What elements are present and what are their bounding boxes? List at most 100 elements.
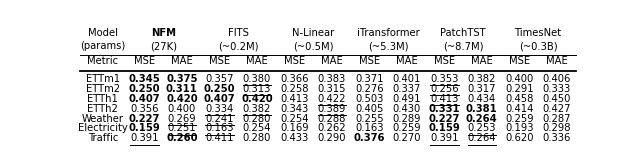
Text: 0.375: 0.375 [166,74,198,84]
Text: 0.391: 0.391 [130,133,159,143]
Text: 0.264: 0.264 [468,133,496,143]
Text: 0.290: 0.290 [317,133,346,143]
Text: 0.253: 0.253 [468,123,496,133]
Text: (27K): (27K) [150,41,177,51]
Text: (~0.3B): (~0.3B) [519,41,557,51]
Text: 0.227: 0.227 [429,114,460,124]
Text: 0.280: 0.280 [243,114,271,124]
Text: 0.269: 0.269 [168,114,196,124]
Text: 0.287: 0.287 [543,114,571,124]
Text: 0.422: 0.422 [317,94,346,104]
Text: 0.280: 0.280 [243,133,271,143]
Text: 0.255: 0.255 [355,114,383,124]
Text: 0.401: 0.401 [393,74,421,84]
Text: 0.413: 0.413 [280,94,308,104]
Text: 0.400: 0.400 [505,74,534,84]
Text: 0.503: 0.503 [355,94,383,104]
Text: 0.427: 0.427 [543,104,571,114]
Text: 0.254: 0.254 [243,123,271,133]
Text: 0.407: 0.407 [204,94,235,104]
Text: MSE: MSE [434,56,455,66]
Text: MAE: MAE [171,56,193,66]
Text: MSE: MSE [134,56,155,66]
Text: 0.250: 0.250 [204,84,235,94]
Text: 0.337: 0.337 [393,84,421,94]
Text: MAE: MAE [471,56,493,66]
Text: 0.345: 0.345 [129,74,160,84]
Text: Model: Model [88,28,118,38]
Text: 0.400: 0.400 [168,104,196,114]
Text: 0.414: 0.414 [505,104,534,114]
Text: 0.298: 0.298 [543,123,571,133]
Text: 0.169: 0.169 [280,123,308,133]
Text: 0.258: 0.258 [280,84,308,94]
Text: 0.430: 0.430 [393,104,421,114]
Text: MSE: MSE [209,56,230,66]
Text: (~0.2M): (~0.2M) [218,41,259,51]
Text: 0.259: 0.259 [392,123,421,133]
Text: 0.382: 0.382 [243,104,271,114]
Text: 0.315: 0.315 [317,84,346,94]
Text: 0.366: 0.366 [280,74,308,84]
Text: 0.333: 0.333 [543,84,571,94]
Text: 0.371: 0.371 [355,74,383,84]
Text: 0.193: 0.193 [505,123,534,133]
Text: iTransformer: iTransformer [356,28,419,38]
Text: Weather: Weather [82,114,124,124]
Text: MSE: MSE [284,56,305,66]
Text: 0.254: 0.254 [280,114,308,124]
Text: 0.434: 0.434 [468,94,496,104]
Text: ETTh2: ETTh2 [88,104,118,114]
Text: MSE: MSE [509,56,530,66]
Text: Metric: Metric [87,56,118,66]
Text: 0.353: 0.353 [430,74,458,84]
Text: 0.251: 0.251 [168,123,196,133]
Text: ETTm1: ETTm1 [86,74,120,84]
Text: 0.259: 0.259 [505,114,534,124]
Text: 0.159: 0.159 [429,123,460,133]
Text: 0.334: 0.334 [205,104,234,114]
Text: 0.406: 0.406 [543,74,571,84]
Text: (~5.3M): (~5.3M) [368,41,408,51]
Text: 0.250: 0.250 [129,84,160,94]
Text: MSE: MSE [359,56,380,66]
Text: MAE: MAE [396,56,418,66]
Text: 0.413: 0.413 [430,94,458,104]
Text: 0.163: 0.163 [355,123,383,133]
Text: 0.270: 0.270 [392,133,421,143]
Text: 0.159: 0.159 [129,123,160,133]
Text: 0.311: 0.311 [166,84,198,94]
Text: 0.383: 0.383 [317,74,346,84]
Text: 0.291: 0.291 [505,84,534,94]
Text: 0.256: 0.256 [430,84,459,94]
Text: 0.389: 0.389 [317,104,346,114]
Text: 0.405: 0.405 [355,104,383,114]
Text: 0.260: 0.260 [166,133,198,143]
Text: 0.420: 0.420 [241,94,273,104]
Text: PatchTST: PatchTST [440,28,486,38]
Text: 0.227: 0.227 [129,114,160,124]
Text: 0.336: 0.336 [543,133,571,143]
Text: (~8.7M): (~8.7M) [443,41,483,51]
Text: Electricity: Electricity [78,123,128,133]
Text: 0.313: 0.313 [243,84,271,94]
Text: 0.380: 0.380 [243,74,271,84]
Text: 0.382: 0.382 [468,74,496,84]
Text: ETTh1: ETTh1 [88,94,118,104]
Text: FITS: FITS [228,28,248,38]
Text: Traffic: Traffic [88,133,118,143]
Text: 0.391: 0.391 [430,133,459,143]
Text: 0.331: 0.331 [429,104,460,114]
Text: MAE: MAE [246,56,268,66]
Text: 0.356: 0.356 [130,104,159,114]
Text: (~0.5M): (~0.5M) [293,41,333,51]
Text: 0.264: 0.264 [466,114,498,124]
Text: TimesNet: TimesNet [515,28,562,38]
Text: (params): (params) [80,41,125,51]
Text: 0.376: 0.376 [354,133,385,143]
Text: 0.317: 0.317 [468,84,496,94]
Text: ETTm2: ETTm2 [86,84,120,94]
Text: 0.433: 0.433 [280,133,308,143]
Text: NFM: NFM [150,28,175,38]
Text: 0.420: 0.420 [166,94,198,104]
